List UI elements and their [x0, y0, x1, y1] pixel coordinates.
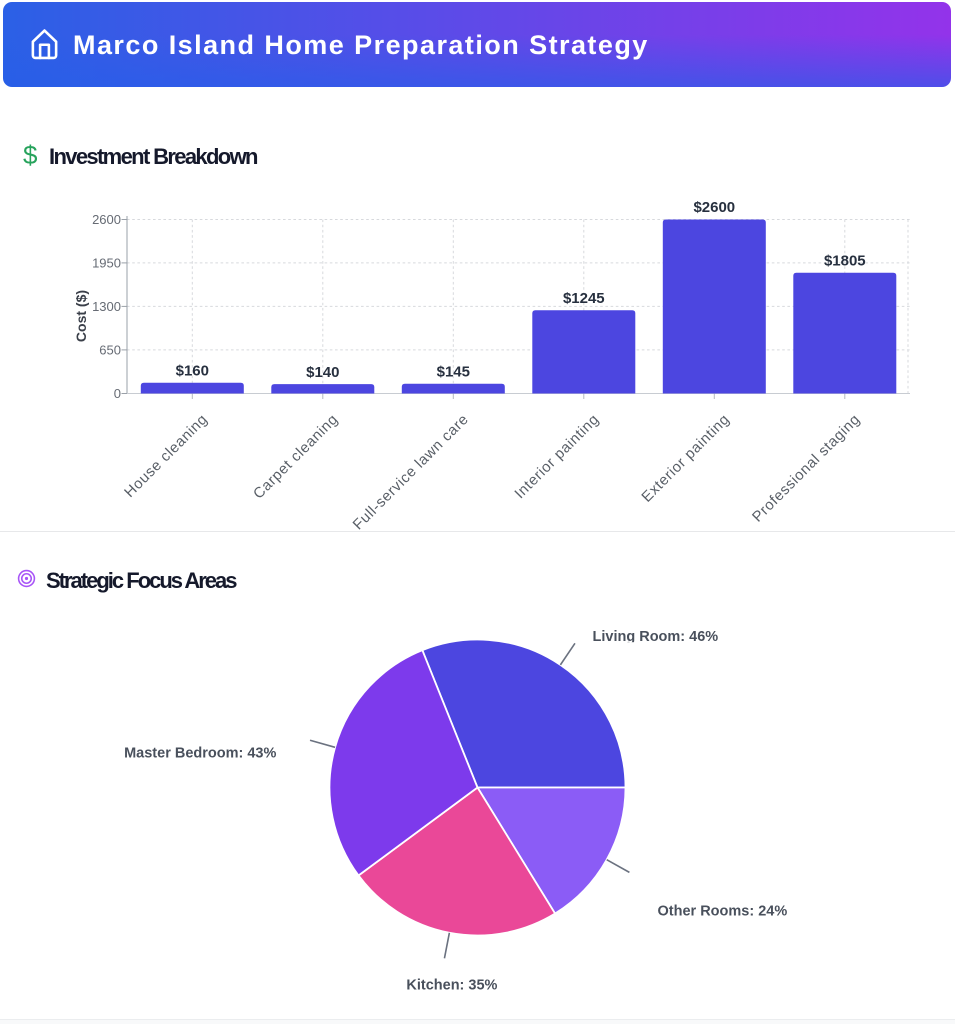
- svg-text:1300: 1300: [92, 299, 121, 314]
- svg-text:0: 0: [114, 386, 121, 401]
- svg-text:Carpet cleaning: Carpet cleaning: [251, 412, 342, 503]
- svg-text:$1245: $1245: [563, 290, 605, 307]
- svg-text:Interior painting: Interior painting: [512, 412, 603, 503]
- svg-text:1950: 1950: [92, 255, 121, 270]
- svg-text:$160: $160: [176, 363, 209, 380]
- svg-text:$140: $140: [306, 364, 339, 381]
- svg-text:Other Rooms: 24%: Other Rooms: 24%: [658, 903, 788, 919]
- svg-text:Professional staging: Professional staging: [750, 412, 864, 526]
- svg-text:Full-service lawn care: Full-service lawn care: [350, 412, 472, 531]
- svg-text:$2600: $2600: [693, 199, 735, 216]
- svg-text:2600: 2600: [92, 212, 121, 227]
- svg-text:House cleaning: House cleaning: [122, 412, 211, 501]
- svg-text:$145: $145: [437, 364, 470, 381]
- svg-text:Living Room: 46%: Living Room: 46%: [593, 629, 719, 645]
- svg-text:Kitchen: 35%: Kitchen: 35%: [406, 977, 497, 993]
- svg-text:650: 650: [99, 342, 121, 357]
- svg-text:Master Bedroom: 43%: Master Bedroom: 43%: [124, 746, 276, 762]
- svg-text:Exterior painting: Exterior painting: [639, 412, 733, 506]
- svg-text:Cost ($): Cost ($): [73, 290, 89, 342]
- svg-text:$1805: $1805: [824, 252, 866, 269]
